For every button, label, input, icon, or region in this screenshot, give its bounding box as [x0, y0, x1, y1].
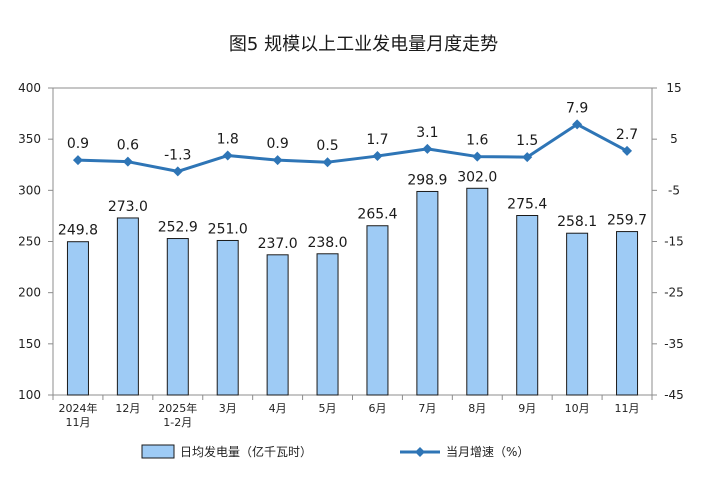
- legend-line-label: 当月增速（%）: [446, 445, 529, 459]
- y-left-tick-label: 300: [18, 183, 41, 197]
- bar-data-label: 237.0: [258, 236, 298, 252]
- bar-data-label: 265.4: [357, 207, 397, 223]
- line-point: [172, 166, 183, 177]
- bar: [466, 187, 489, 396]
- bar: [366, 225, 389, 396]
- line-point: [222, 150, 233, 161]
- line-point: [572, 119, 583, 130]
- line-data-label: 1.5: [516, 133, 538, 149]
- bar: [116, 217, 139, 396]
- y-right-tick-label: -5: [668, 183, 680, 197]
- bar: [416, 190, 439, 396]
- bar-data-label: 298.9: [407, 172, 447, 188]
- growth-line: [77, 122, 628, 173]
- y-right-tick-label: -35: [664, 337, 684, 351]
- line-point: [622, 145, 633, 156]
- line-data-label: 7.9: [566, 100, 588, 116]
- chart-title: 图5 规模以上工业发电量月度走势: [229, 34, 498, 55]
- bar-data-label: 258.1: [557, 214, 597, 230]
- legend-bar-label: 日均发电量（亿千瓦时）: [180, 444, 312, 459]
- line-data-label: 0.9: [266, 136, 288, 152]
- x-tick-label: 2025年 1-2月: [158, 401, 197, 429]
- line-data-label: 1.8: [217, 132, 239, 148]
- x-tick-label: 10月: [565, 402, 590, 415]
- line-data-label: 2.7: [616, 127, 638, 143]
- bar-data-label: 249.8: [58, 223, 98, 239]
- y-right-tick-label: -15: [664, 235, 684, 249]
- bar-data-label: 238.0: [307, 235, 347, 251]
- line-data-label: 0.9: [67, 136, 89, 152]
- line-point: [522, 152, 533, 163]
- x-tick-label: 2024年 11月: [58, 401, 97, 429]
- bar: [216, 239, 239, 396]
- line-data-label: 1.6: [466, 133, 488, 149]
- line-data-label: 1.7: [366, 132, 388, 148]
- x-tick-label: 4月: [269, 402, 287, 415]
- line-data-label: 3.1: [416, 125, 438, 141]
- bar: [266, 254, 289, 396]
- y-right-tick-label: 15: [666, 81, 681, 95]
- y-right-tick-label: 5: [670, 132, 678, 146]
- line-data-label: -1.3: [164, 147, 191, 163]
- y-left-tick-label: 350: [18, 132, 41, 146]
- x-tick-label: 11月: [615, 402, 640, 415]
- bar: [616, 231, 639, 396]
- legend-bar-swatch: [141, 444, 175, 459]
- bar-data-label: 302.0: [457, 169, 497, 185]
- y-left-tick-label: 400: [18, 81, 41, 95]
- line-point: [272, 155, 283, 166]
- y-right-tick-label: -45: [664, 388, 684, 402]
- x-tick-label: 12月: [115, 402, 140, 415]
- bar-data-label: 251.0: [208, 221, 248, 237]
- line-point: [122, 156, 133, 167]
- y-left-tick-label: 100: [18, 388, 41, 402]
- y-left-tick-label: 200: [18, 286, 41, 300]
- line-point: [372, 151, 383, 162]
- line-point: [472, 151, 483, 162]
- legend-line-marker: [415, 447, 425, 457]
- x-tick-label: 3月: [219, 402, 237, 415]
- x-tick-label: 9月: [518, 402, 536, 415]
- bar: [316, 253, 339, 396]
- bar-data-label: 273.0: [108, 199, 148, 215]
- x-tick-label: 6月: [368, 402, 386, 415]
- bar-data-label: 275.4: [507, 197, 547, 213]
- bar-data-label: 252.9: [158, 220, 198, 236]
- y-left-tick-label: 150: [18, 337, 41, 351]
- line-point: [322, 157, 333, 168]
- x-tick-label: 5月: [319, 402, 337, 415]
- bar: [166, 238, 189, 396]
- bar: [516, 215, 539, 396]
- bar: [566, 232, 589, 396]
- bar-data-label: 259.7: [607, 213, 647, 229]
- bar: [66, 241, 89, 396]
- x-tick-label: 7月: [418, 402, 436, 415]
- line-point: [72, 155, 83, 166]
- line-data-label: 0.6: [117, 138, 139, 154]
- x-tick-label: 8月: [468, 402, 486, 415]
- line-data-label: 0.5: [316, 138, 338, 154]
- y-right-tick-label: -25: [664, 286, 684, 300]
- y-left-tick-label: 250: [18, 235, 41, 249]
- line-point: [422, 143, 433, 154]
